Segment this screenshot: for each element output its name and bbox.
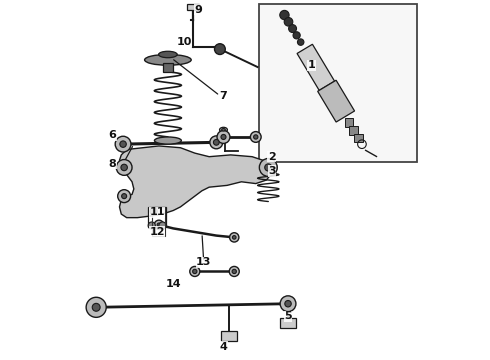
Text: 12: 12 xyxy=(149,227,165,237)
Circle shape xyxy=(122,194,126,199)
Circle shape xyxy=(118,190,131,203)
Circle shape xyxy=(289,24,296,32)
FancyBboxPatch shape xyxy=(187,4,199,10)
Circle shape xyxy=(86,297,106,318)
FancyBboxPatch shape xyxy=(349,126,358,135)
Circle shape xyxy=(157,223,161,226)
FancyBboxPatch shape xyxy=(163,63,173,72)
Circle shape xyxy=(259,158,277,176)
Ellipse shape xyxy=(221,129,225,131)
Ellipse shape xyxy=(154,137,181,144)
Circle shape xyxy=(280,10,289,20)
Text: 8: 8 xyxy=(108,159,116,169)
Circle shape xyxy=(250,132,261,142)
Circle shape xyxy=(115,136,131,152)
Circle shape xyxy=(254,135,258,139)
FancyBboxPatch shape xyxy=(354,134,363,142)
Circle shape xyxy=(190,266,200,276)
Circle shape xyxy=(221,134,226,139)
Polygon shape xyxy=(318,80,355,122)
Text: 13: 13 xyxy=(196,257,212,267)
FancyBboxPatch shape xyxy=(259,4,417,162)
Circle shape xyxy=(116,159,132,175)
Circle shape xyxy=(193,269,197,274)
Circle shape xyxy=(280,296,296,312)
Circle shape xyxy=(232,235,236,239)
Circle shape xyxy=(150,208,157,215)
Ellipse shape xyxy=(159,51,177,58)
Text: 1: 1 xyxy=(307,60,315,70)
Ellipse shape xyxy=(220,127,227,132)
Circle shape xyxy=(284,18,293,26)
Text: 3: 3 xyxy=(268,166,276,176)
Text: 2: 2 xyxy=(268,152,276,162)
Circle shape xyxy=(265,164,272,171)
Circle shape xyxy=(285,301,291,307)
Circle shape xyxy=(92,303,100,311)
Circle shape xyxy=(293,32,300,39)
Circle shape xyxy=(120,141,126,147)
Circle shape xyxy=(210,136,223,149)
Ellipse shape xyxy=(145,54,191,65)
Text: 5: 5 xyxy=(284,311,292,321)
Text: 9: 9 xyxy=(195,5,202,15)
Text: 4: 4 xyxy=(220,342,227,352)
Polygon shape xyxy=(297,44,335,90)
FancyBboxPatch shape xyxy=(221,330,237,341)
Circle shape xyxy=(121,164,127,171)
Circle shape xyxy=(148,222,155,229)
Circle shape xyxy=(217,131,230,143)
Text: 6: 6 xyxy=(108,130,116,140)
Circle shape xyxy=(297,39,304,45)
Polygon shape xyxy=(120,146,272,218)
Text: 10: 10 xyxy=(176,37,192,47)
Text: 7: 7 xyxy=(220,91,227,101)
Circle shape xyxy=(154,220,164,229)
Circle shape xyxy=(232,269,236,274)
Circle shape xyxy=(230,233,239,242)
Circle shape xyxy=(159,222,166,229)
Circle shape xyxy=(215,44,225,54)
Circle shape xyxy=(229,266,239,276)
Text: 14: 14 xyxy=(166,279,181,289)
FancyBboxPatch shape xyxy=(280,318,296,328)
FancyBboxPatch shape xyxy=(345,118,353,127)
Text: 11: 11 xyxy=(149,207,165,217)
Circle shape xyxy=(214,139,219,145)
